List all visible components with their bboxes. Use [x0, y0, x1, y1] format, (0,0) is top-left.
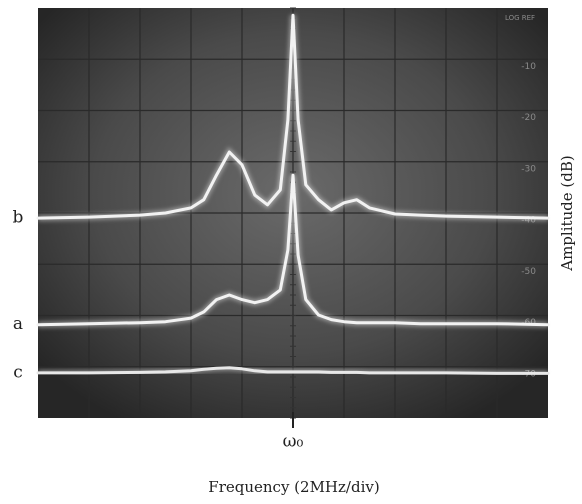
chart: -70-60-50-40-30-20-10 LOG REF Frequency … [0, 0, 582, 504]
screen-label: LOG REF [505, 14, 535, 22]
trace-label: b [13, 208, 24, 228]
trace-label: c [13, 362, 23, 382]
trace-label: a [13, 314, 23, 334]
y-tick-label: -30 [521, 164, 536, 174]
y-tick-label: -20 [521, 113, 536, 123]
y-tick-label: -50 [521, 267, 536, 277]
y-tick-label: -10 [521, 62, 536, 72]
x-axis-label: Frequency (2MHz/div) [208, 478, 379, 496]
y-axis-label: Amplitude (dB) [558, 155, 576, 272]
x-tick-label: ω₀ [283, 432, 304, 452]
